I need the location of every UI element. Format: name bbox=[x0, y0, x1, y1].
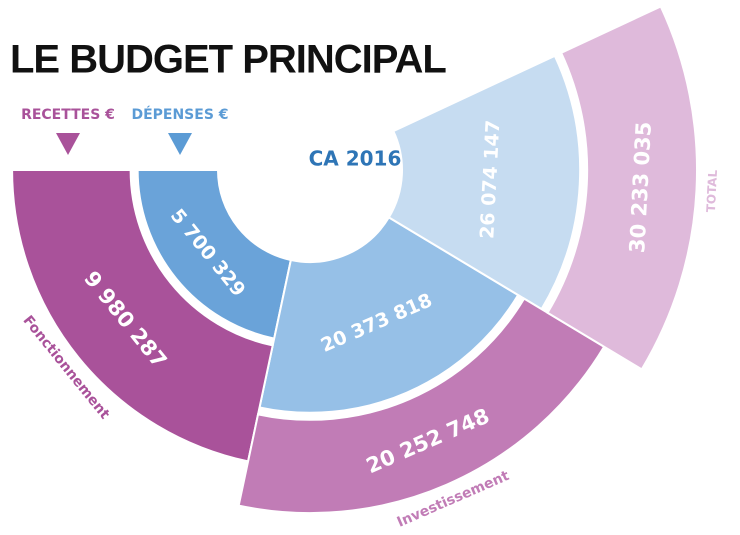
legend-label: DÉPENSES € bbox=[131, 106, 228, 123]
outer-segment bbox=[546, 5, 698, 371]
inner-segment bbox=[258, 216, 520, 414]
outer-segment bbox=[11, 169, 274, 463]
legend-marker bbox=[56, 133, 80, 155]
inner-segment bbox=[387, 54, 582, 311]
legend-marker bbox=[168, 133, 192, 155]
inner-segment bbox=[136, 169, 293, 340]
legend-label: RECETTES € bbox=[21, 107, 115, 123]
chart-subtitle: CA 2016 bbox=[309, 147, 402, 171]
category-label: TOTAL bbox=[704, 169, 720, 213]
chart-title: LE BUDGET PRINCIPAL bbox=[10, 38, 446, 82]
